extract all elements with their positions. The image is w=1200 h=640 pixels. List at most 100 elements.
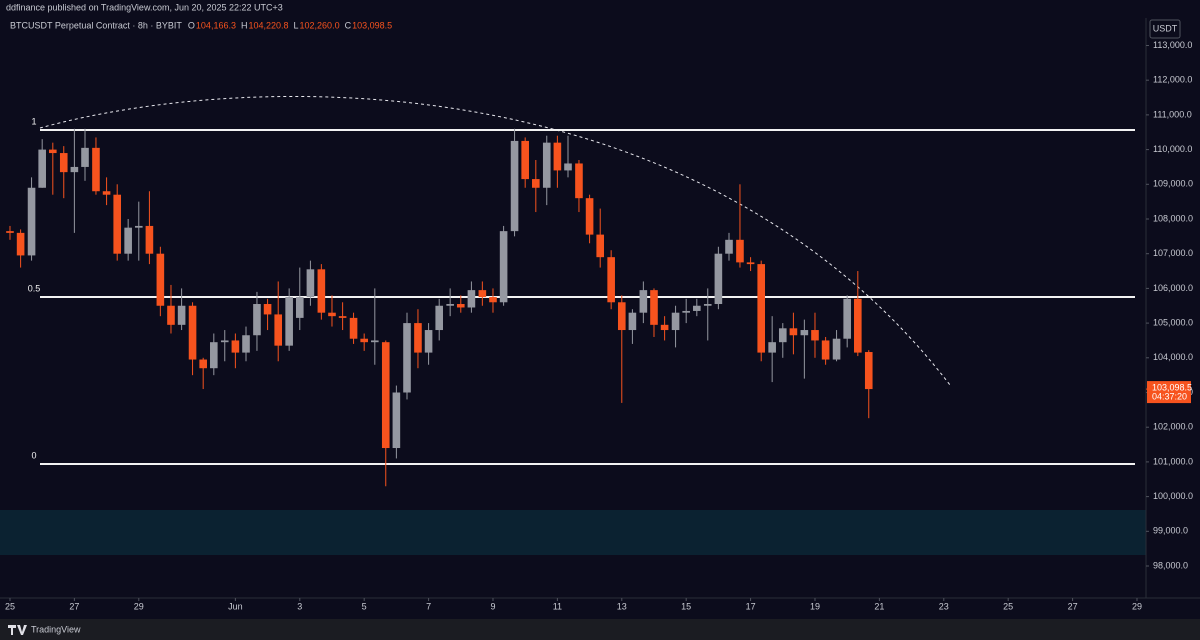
candle-body xyxy=(392,392,401,449)
x-tick-label: 21 xyxy=(874,601,884,611)
candle-body xyxy=(456,304,465,308)
candle-body xyxy=(167,305,175,325)
candle-body xyxy=(16,232,25,256)
candle-body xyxy=(575,163,583,199)
currency: USDT xyxy=(1153,23,1178,33)
header: ddfinance published on TradingView.com, … xyxy=(6,2,283,12)
y-tick-label: 101,000.0 xyxy=(1153,456,1193,466)
candle-body xyxy=(360,338,368,343)
candle-body xyxy=(617,302,626,331)
candle-body xyxy=(864,352,873,390)
candle-body xyxy=(800,330,809,336)
candle-body xyxy=(274,314,283,346)
x-tick-label: 7 xyxy=(426,601,431,611)
candle-body xyxy=(242,335,250,353)
candle-body xyxy=(188,305,197,360)
candle-body xyxy=(821,340,830,360)
candle-body xyxy=(478,290,487,298)
candle-body xyxy=(263,304,272,315)
y-tick-label: 98,000.0 xyxy=(1153,560,1188,570)
candle-body xyxy=(156,253,165,306)
candle-body xyxy=(113,194,122,254)
candle-body xyxy=(564,163,572,171)
candle-body xyxy=(778,328,787,343)
candle-body xyxy=(789,328,798,336)
last-price: 103,098.5 xyxy=(1152,382,1192,392)
candle-body xyxy=(596,234,605,258)
x-tick-label: 23 xyxy=(939,601,949,611)
candle-body xyxy=(585,198,594,235)
candle-body xyxy=(467,290,476,308)
candle-body xyxy=(607,257,615,303)
candle-body xyxy=(220,340,229,343)
candle-body xyxy=(521,140,529,180)
arc-drawing xyxy=(39,95,951,386)
ohlc-key: L xyxy=(294,20,299,30)
y-tick-label: 110,000.0 xyxy=(1153,144,1192,154)
logo xyxy=(8,625,27,635)
candle-body xyxy=(199,359,207,369)
x-tick-label: 5 xyxy=(362,601,367,611)
level-label: 0 xyxy=(31,450,36,460)
candle-body xyxy=(854,298,862,353)
candle-body xyxy=(92,147,100,192)
x-tick-label: 29 xyxy=(1132,601,1142,611)
candle-body xyxy=(285,297,293,346)
candle-body xyxy=(736,239,744,263)
candle-body xyxy=(650,290,658,325)
candle-body xyxy=(317,269,326,313)
footer: TradingView xyxy=(31,624,81,634)
candle-body xyxy=(231,340,240,353)
candle-body xyxy=(306,269,315,298)
x-tick-label: 15 xyxy=(681,601,691,611)
candle-body xyxy=(414,323,422,353)
candle-body xyxy=(134,225,143,228)
y-tick-label: 111,000.0 xyxy=(1153,109,1192,119)
y-tick-label: 100,000.0 xyxy=(1153,491,1193,501)
x-tick-label: 27 xyxy=(69,601,79,611)
currency-box xyxy=(1149,19,1181,39)
y-tick-label: 99,000.0 xyxy=(1153,526,1188,536)
y-tick-label: 107,000.0 xyxy=(1153,248,1193,258)
x-tick-label: 3 xyxy=(297,601,302,611)
y-tick-label: 108,000.0 xyxy=(1153,213,1193,223)
legend: BTCUSDT Perpetual Contract · 8h · BYBIT xyxy=(10,20,182,30)
x-tick-label: 17 xyxy=(746,601,756,611)
candle-body xyxy=(177,305,186,325)
candle-body xyxy=(660,324,669,331)
footer-bar xyxy=(0,619,1200,640)
x-tick-label: 29 xyxy=(134,601,144,611)
candle-body xyxy=(693,305,701,311)
candle-body xyxy=(510,140,519,232)
x-tick-label: 9 xyxy=(490,601,495,611)
candle-body xyxy=(59,153,68,173)
candle-body xyxy=(768,342,776,353)
candle-body xyxy=(532,179,540,188)
y-tick-label: 112,000.0 xyxy=(1153,75,1192,85)
x-tick-label: 11 xyxy=(553,601,562,611)
candle-body xyxy=(682,310,690,313)
candle-body xyxy=(843,298,851,339)
candle-body xyxy=(124,227,132,254)
candle-body xyxy=(714,253,723,305)
candle-body xyxy=(210,342,218,369)
candle-body xyxy=(435,305,444,331)
candle-body xyxy=(6,231,14,233)
x-tick-label: 25 xyxy=(5,601,15,611)
y-tick-label: 102,000.0 xyxy=(1153,422,1193,432)
candle-body xyxy=(403,323,411,393)
x-tick-label: Jun xyxy=(228,601,243,611)
ohlc-value: 102,260.0 xyxy=(300,20,340,30)
candle-body xyxy=(757,264,766,353)
ohlc-key: H xyxy=(241,20,248,30)
candle-body xyxy=(746,262,755,265)
candle-body xyxy=(542,142,551,188)
ohlc-value: 103,098.5 xyxy=(352,20,392,30)
candle-body xyxy=(338,316,347,318)
candle-body xyxy=(671,312,680,331)
candle-body xyxy=(253,304,261,336)
candle-body xyxy=(639,290,648,313)
y-tick-label: 109,000.0 xyxy=(1153,179,1193,189)
